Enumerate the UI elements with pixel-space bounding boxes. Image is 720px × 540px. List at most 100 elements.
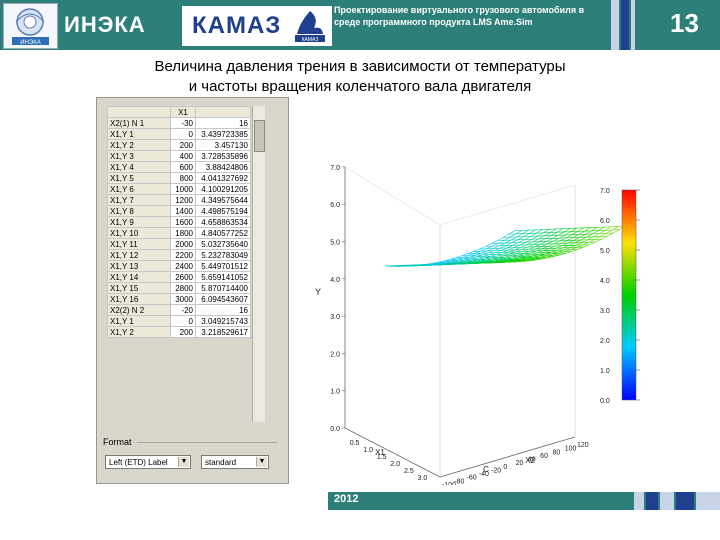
table-row[interactable]: X1,Y 2 200 3.218529617 — [107, 326, 251, 338]
surface-mesh-line — [537, 232, 544, 237]
y-tick-label: 4.0 — [330, 277, 340, 284]
table-row[interactable]: X1,Y 4 600 3.88424806 — [107, 161, 251, 173]
cell-x1[interactable]: 1600 — [170, 216, 196, 228]
row-label[interactable]: X1,Y 11 — [107, 238, 171, 250]
row-label[interactable]: X2(1) N 1 — [107, 117, 171, 129]
cell-value[interactable]: 5.032735640 — [195, 238, 251, 250]
row-label[interactable]: X1,Y 1 — [107, 128, 171, 140]
row-label[interactable]: X1,Y 9 — [107, 216, 171, 228]
chevron-down-icon[interactable]: ▼ — [256, 457, 267, 467]
table-row[interactable]: X1,Y 2 200 3.457130 — [107, 139, 251, 151]
cell-value[interactable]: 4.041327692 — [195, 172, 251, 184]
cell-x1[interactable]: 3000 — [170, 293, 196, 305]
table-row[interactable]: X1,Y 16 3000 6.094543607 — [107, 293, 251, 305]
table-row[interactable]: X1,Y 6 1000 4.100291205 — [107, 183, 251, 195]
row-label[interactable]: X1,Y 15 — [107, 282, 171, 294]
cell-x1[interactable]: 2600 — [170, 271, 196, 283]
style-select[interactable]: standard ▼ — [201, 455, 269, 469]
cell-value[interactable]: 4.100291205 — [195, 183, 251, 195]
table-row[interactable]: X1,Y 13 2400 5.449701512 — [107, 260, 251, 272]
table-row[interactable]: X1,Y 8 1400 4.498575194 — [107, 205, 251, 217]
cell-value[interactable]: 5.449701512 — [195, 260, 251, 272]
cell-x1[interactable]: -30 — [170, 117, 196, 129]
table-scrollbar[interactable] — [252, 106, 265, 422]
row-label[interactable]: X1,Y 10 — [107, 227, 171, 239]
slide-header: ИНЭКА ИНЭКА КАМАЗ КАМАЗ Проектирование в… — [0, 0, 720, 50]
surface-mesh-line — [567, 240, 574, 244]
cell-x1[interactable]: 600 — [170, 161, 196, 173]
cell-value[interactable]: 4.498575194 — [195, 205, 251, 217]
row-label[interactable]: X1,Y 7 — [107, 194, 171, 206]
row-label[interactable]: X1,Y 1 — [107, 315, 171, 327]
cell-value[interactable]: 16 — [195, 117, 251, 129]
cell-value[interactable]: 3.218529617 — [195, 326, 251, 338]
surface-mesh-line — [594, 236, 601, 240]
cell-x1[interactable]: 1800 — [170, 227, 196, 239]
cell-x1[interactable]: 2200 — [170, 249, 196, 261]
header-bar — [611, 0, 619, 50]
surface-mesh-line — [499, 242, 506, 247]
cell-value[interactable]: 5.232783049 — [195, 249, 251, 261]
cell-x1[interactable]: 0 — [170, 315, 196, 327]
table-row[interactable]: X2(1) N 1 -30 16 — [107, 117, 251, 129]
cell-x1[interactable]: 0 — [170, 128, 196, 140]
row-label[interactable]: X1,Y 12 — [107, 249, 171, 261]
row-label[interactable]: X1,Y 13 — [107, 260, 171, 272]
row-label[interactable]: X1,Y 16 — [107, 293, 171, 305]
row-label[interactable]: X1,Y 6 — [107, 183, 171, 195]
surface-mesh-line — [510, 236, 518, 241]
table-row[interactable]: X2(2) N 2 -20 16 — [107, 304, 251, 316]
table-row[interactable]: X1,Y 5 800 4.041327692 — [107, 172, 251, 184]
cell-value[interactable]: 5.870714400 — [195, 282, 251, 294]
table-row[interactable]: X1,Y 11 2000 5.032735640 — [107, 238, 251, 250]
table-row[interactable]: X1,Y 10 1800 4.840577252 — [107, 227, 251, 239]
scrollbar-thumb[interactable] — [254, 120, 265, 152]
row-label[interactable]: X1,Y 5 — [107, 172, 171, 184]
surface-mesh-line — [468, 253, 475, 256]
cell-x1[interactable]: 400 — [170, 150, 196, 162]
cell-x1[interactable]: 800 — [170, 172, 196, 184]
cell-value[interactable]: 4.349575644 — [195, 194, 251, 206]
cell-x1[interactable]: -20 — [170, 304, 196, 316]
table-row[interactable]: X1,Y 3 400 3.728535896 — [107, 150, 251, 162]
cell-x1[interactable]: 2400 — [170, 260, 196, 272]
ineka-logo-caption: ИНЭКА — [20, 40, 40, 46]
table-row[interactable]: X1,Y 1 0 3.439723385 — [107, 128, 251, 140]
cell-x1[interactable]: 1200 — [170, 194, 196, 206]
cell-x1[interactable]: 200 — [170, 139, 196, 151]
table-row[interactable]: X1,Y 7 1200 4.349575644 — [107, 194, 251, 206]
format-select[interactable]: Left (ETD) Label ▼ — [105, 455, 191, 469]
cell-value[interactable]: 4.658863534 — [195, 216, 251, 228]
row-label[interactable]: X1,Y 8 — [107, 205, 171, 217]
cell-value[interactable]: 16 — [195, 304, 251, 316]
table-row[interactable]: X1,Y 14 2600 5.659141052 — [107, 271, 251, 283]
row-label[interactable]: X1,Y 2 — [107, 326, 171, 338]
cell-x1[interactable]: 200 — [170, 326, 196, 338]
cell-x1[interactable]: 2800 — [170, 282, 196, 294]
row-label[interactable]: X1,Y 4 — [107, 161, 171, 173]
cell-value[interactable]: 4.840577252 — [195, 227, 251, 239]
chevron-down-icon[interactable]: ▼ — [178, 457, 189, 467]
table-row[interactable]: X1,Y 15 2800 5.870714400 — [107, 282, 251, 294]
surface-mesh-line — [560, 240, 568, 244]
surface-mesh-line — [607, 232, 614, 237]
surface-mesh-line — [485, 243, 492, 247]
surface-mesh-line — [515, 249, 522, 253]
cell-value[interactable]: 3.88424806 — [195, 161, 251, 173]
table-row[interactable]: X1,Y 9 1600 4.658863534 — [107, 216, 251, 228]
cell-x1[interactable]: 1000 — [170, 183, 196, 195]
row-label[interactable]: X1,Y 3 — [107, 150, 171, 162]
table-row[interactable]: X1,Y 12 2200 5.232783049 — [107, 249, 251, 261]
table-row[interactable]: X1,Y 1 0 3.049215743 — [107, 315, 251, 327]
row-label[interactable]: X1,Y 2 — [107, 139, 171, 151]
cell-value[interactable]: 3.049215743 — [195, 315, 251, 327]
row-label[interactable]: X1,Y 14 — [107, 271, 171, 283]
cell-x1[interactable]: 1400 — [170, 205, 196, 217]
cell-value[interactable]: 3.439723385 — [195, 128, 251, 140]
cell-value[interactable]: 3.728535896 — [195, 150, 251, 162]
cell-x1[interactable]: 2000 — [170, 238, 196, 250]
cell-value[interactable]: 6.094543607 — [195, 293, 251, 305]
row-label[interactable]: X2(2) N 2 — [107, 304, 171, 316]
cell-value[interactable]: 3.457130 — [195, 139, 251, 151]
cell-value[interactable]: 5.659141052 — [195, 271, 251, 283]
